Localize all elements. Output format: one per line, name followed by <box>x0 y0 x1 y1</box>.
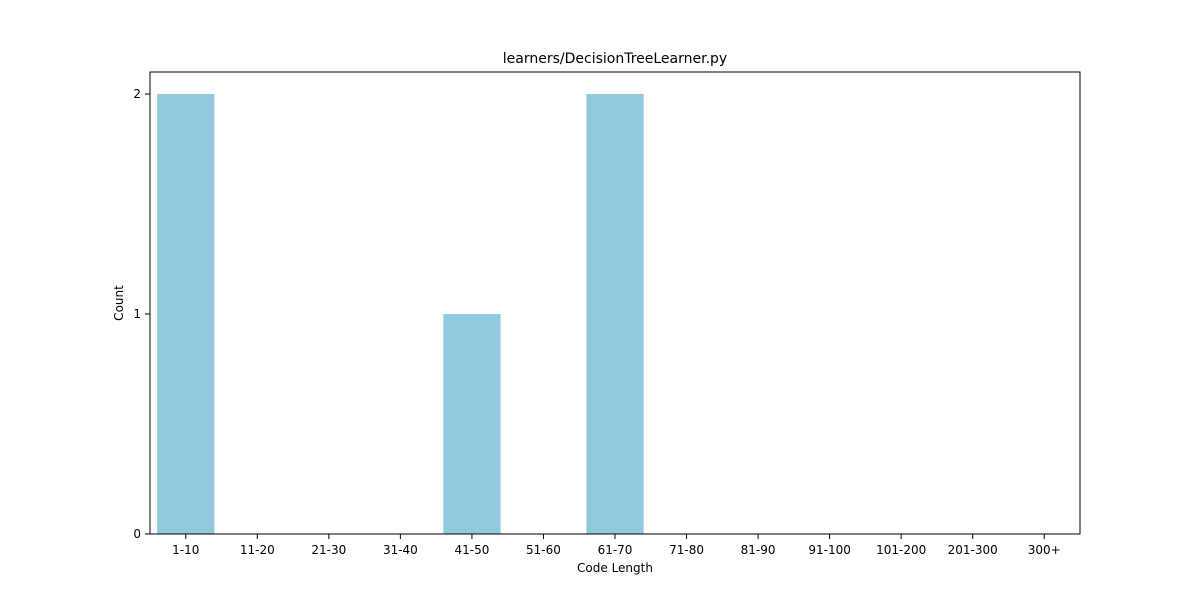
x-tick-label-101-200: 101-200 <box>876 543 926 557</box>
y-tick-label-1: 1 <box>133 307 141 321</box>
chart-title: learners/DecisionTreeLearner.py <box>503 51 727 67</box>
x-tick-label-1-10: 1-10 <box>172 543 199 557</box>
x-tick-label-61-70: 61-70 <box>598 543 633 557</box>
bar-61-70 <box>586 94 644 534</box>
y-tick-label-2: 2 <box>133 87 141 101</box>
x-tick-label-71-80: 71-80 <box>669 543 704 557</box>
bar-41-50 <box>443 314 501 534</box>
bars-group <box>157 94 644 534</box>
x-tick-label-81-90: 81-90 <box>741 543 776 557</box>
x-tick-label-201-300: 201-300 <box>948 543 998 557</box>
y-axis-label: Count <box>112 285 126 321</box>
x-tick-label-41-50: 41-50 <box>454 543 489 557</box>
x-tick-label-21-30: 21-30 <box>311 543 346 557</box>
y-tick-label-0: 0 <box>133 527 141 541</box>
x-tick-label-11-20: 11-20 <box>240 543 275 557</box>
x-tick-label-91-100: 91-100 <box>808 543 851 557</box>
x-axis: 1-10 11-20 21-30 31-40 41-50 51-60 61-70 71-80 8… <box>172 534 1061 557</box>
x-tick-label-300+: 300+ <box>1028 543 1061 557</box>
bar-1-10 <box>157 94 215 534</box>
y-axis: 0 1 2 <box>133 87 150 541</box>
x-tick-label-51-60: 51-60 <box>526 543 561 557</box>
x-axis-label: Code Length <box>577 561 653 575</box>
x-tick-label-31-40: 31-40 <box>383 543 418 557</box>
